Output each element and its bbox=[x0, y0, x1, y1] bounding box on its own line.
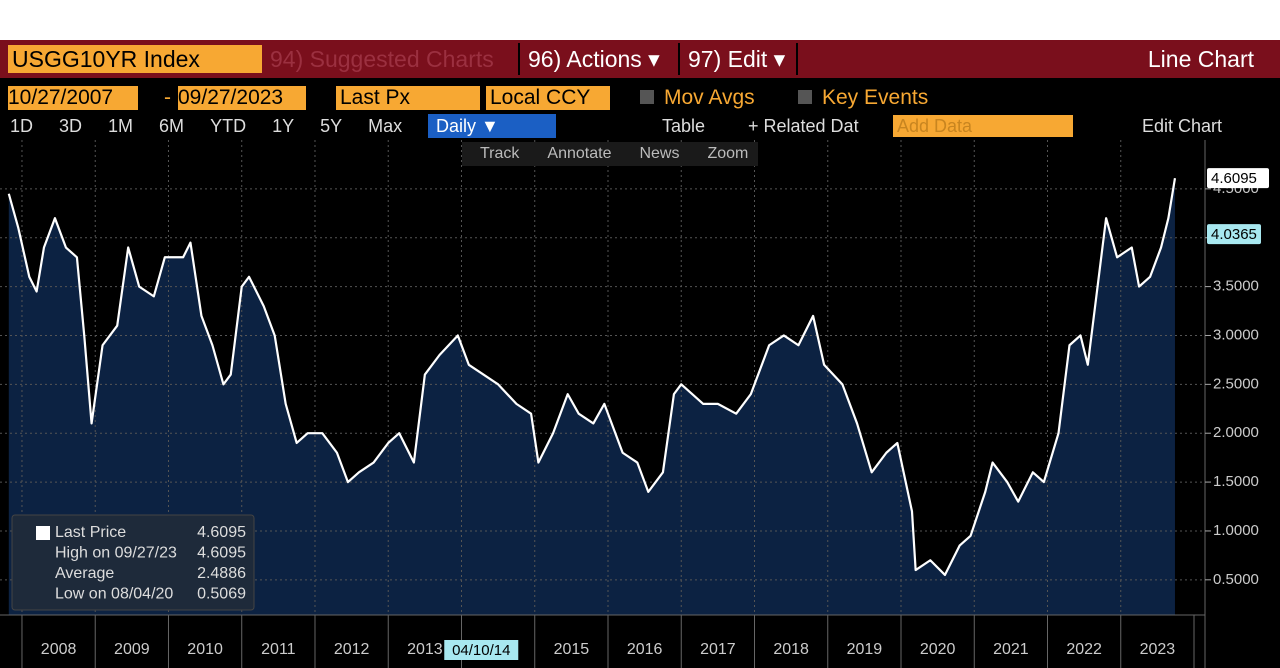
legend-value: 4.6095 bbox=[197, 545, 246, 562]
legend-label: Last Price bbox=[55, 524, 126, 541]
date-dash: - bbox=[164, 86, 171, 109]
x-tick-label: 2017 bbox=[700, 641, 736, 658]
chart-tool[interactable]: Track bbox=[480, 145, 520, 162]
add-data[interactable]: Add Data bbox=[893, 115, 1073, 137]
chart-tools: Track Annotate News Zoom bbox=[462, 142, 759, 166]
x-tick-label: 2018 bbox=[773, 641, 809, 658]
x-tick-label: 2009 bbox=[114, 641, 150, 658]
table-button[interactable]: Table bbox=[662, 116, 706, 136]
x-tick-label: 2020 bbox=[920, 641, 956, 658]
end-date[interactable]: 09/27/2023 bbox=[178, 86, 306, 110]
mov-avgs[interactable]: Mov Avgs bbox=[664, 86, 755, 109]
x-tick-label: 2013 bbox=[407, 641, 443, 658]
period-button[interactable]: Max bbox=[368, 116, 403, 136]
legend-value: 4.6095 bbox=[197, 524, 246, 541]
y-tick-label: 0.5000 bbox=[1213, 571, 1259, 588]
x-tick-label: 2011 bbox=[261, 641, 296, 658]
area bbox=[8, 178, 1175, 616]
cursor-date: 04/10/14 bbox=[452, 642, 510, 659]
legend-label: Low on 08/04/20 bbox=[55, 586, 173, 603]
y-tick-label: 3.0000 bbox=[1213, 326, 1259, 343]
period-button[interactable]: YTD bbox=[210, 116, 247, 136]
period-button[interactable]: 6M bbox=[159, 116, 185, 136]
actions-menu[interactable]: 96) Actions ▾ bbox=[518, 43, 660, 75]
legend-swatch bbox=[36, 526, 50, 540]
toolbar: 10/27/2007 - 09/27/2023 Last Px Local CC… bbox=[0, 78, 1280, 140]
legend-box bbox=[11, 514, 255, 611]
period-button[interactable]: 1D bbox=[10, 116, 34, 136]
chart-tool[interactable]: Zoom bbox=[707, 145, 749, 162]
suggested-charts[interactable]: 94) Suggested Charts bbox=[270, 46, 494, 72]
field[interactable]: Last Px bbox=[336, 86, 480, 110]
x-tick-label: 2010 bbox=[187, 641, 223, 658]
x-tick-label: 2016 bbox=[627, 641, 663, 658]
legend-value: 2.4886 bbox=[197, 565, 246, 582]
price-tag-box bbox=[1207, 168, 1269, 189]
x-tick-label: 2019 bbox=[847, 641, 883, 658]
key-events[interactable]: Key Events bbox=[822, 86, 929, 109]
x-tick-label: 2021 bbox=[993, 641, 1029, 658]
chart-tool[interactable]: News bbox=[639, 145, 680, 162]
y-tick-label: 3.5000 bbox=[1213, 278, 1259, 295]
y-tick-label: 2.0000 bbox=[1213, 424, 1259, 441]
legend-label: Average bbox=[55, 565, 114, 582]
x-tick-label: 2015 bbox=[554, 641, 590, 658]
price-tag: 4.0365 bbox=[1211, 226, 1257, 243]
related-data[interactable]: + Related Dat bbox=[748, 116, 859, 136]
period-buttons: 1D 3D 1M 6M YTD 1Y 5Y Max bbox=[10, 114, 402, 138]
price-tag: 4.6095 bbox=[1211, 170, 1257, 187]
period-button[interactable]: 3D bbox=[59, 116, 83, 136]
x-tick-label: 2022 bbox=[1066, 641, 1102, 658]
start-date[interactable]: 10/27/2007 bbox=[8, 86, 138, 110]
chart: 0.5000 1.0000 1.5000 2.0000 2.5000 3.0000 3.50… bbox=[0, 140, 1280, 668]
chart-type: Line Chart bbox=[1147, 46, 1254, 72]
cursor-date-box bbox=[444, 640, 519, 660]
y-tick-label: 2.5000 bbox=[1213, 375, 1259, 392]
x-tick-label: 2023 bbox=[1140, 641, 1176, 658]
price-tag-box bbox=[1207, 224, 1261, 245]
period-button[interactable]: 5Y bbox=[320, 116, 343, 136]
edit-menu[interactable]: 97) Edit ▾ bbox=[678, 43, 785, 75]
frequency[interactable]: Daily ▼ bbox=[428, 114, 522, 138]
x-tick-label: 2008 bbox=[41, 641, 77, 658]
legend-label: High on 09/27/23 bbox=[55, 545, 177, 562]
ticker[interactable]: USGG10YR Index bbox=[8, 45, 262, 73]
price-line bbox=[7, 177, 1177, 577]
y-tick-label: 1.0000 bbox=[1213, 522, 1259, 539]
period-button[interactable]: 1M bbox=[108, 116, 134, 136]
x-tick-label: 2012 bbox=[334, 641, 370, 658]
period-button[interactable]: 1Y bbox=[272, 116, 295, 136]
chart-tool[interactable]: Annotate bbox=[547, 145, 612, 162]
currency[interactable]: Local CCY bbox=[486, 86, 610, 110]
legend-value: 0.5069 bbox=[197, 586, 246, 603]
y-tick-label: 1.5000 bbox=[1213, 473, 1259, 490]
title-bar: USGG10YR Index 94) Suggested Charts 96) … bbox=[0, 40, 1280, 78]
edit-chart[interactable]: Edit Chart bbox=[1142, 116, 1223, 136]
